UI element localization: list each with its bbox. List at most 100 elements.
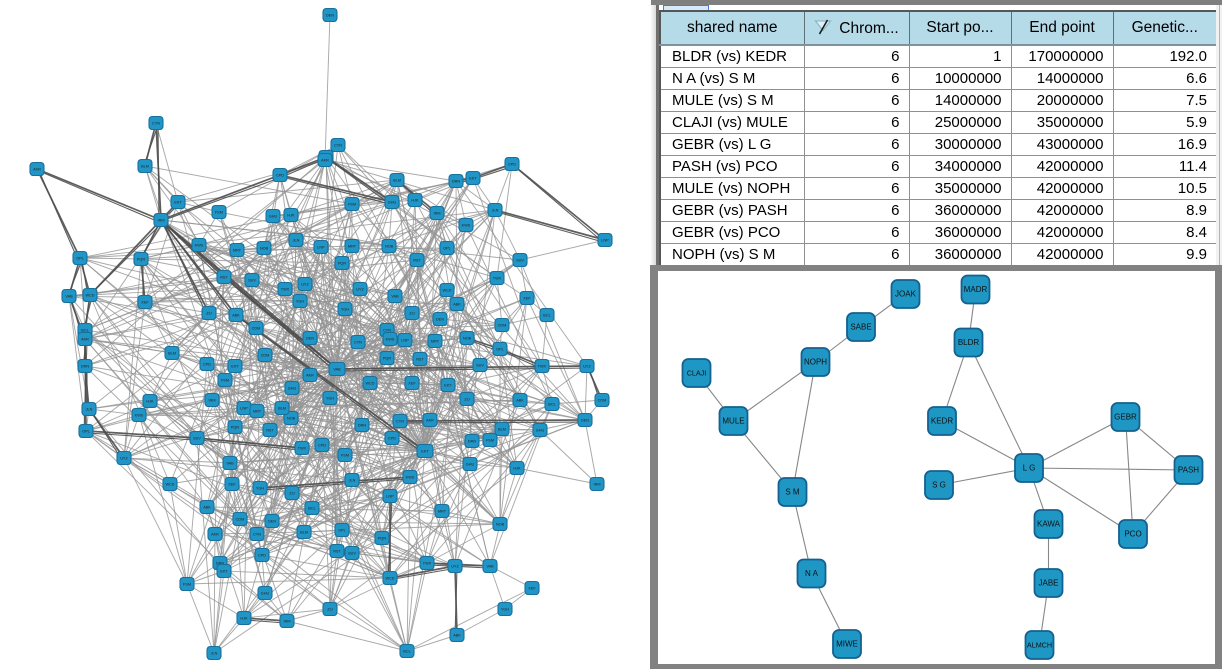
svg-text:GHU: GHU [261,592,270,596]
svg-text:IRM: IRM [284,620,291,624]
svg-text:FSM: FSM [348,203,356,207]
svg-text:YGH: YGH [501,608,509,612]
svg-text:DRN: DRN [81,365,89,369]
svg-text:HJK: HJK [513,467,521,471]
svg-text:SUV: SUV [193,437,201,441]
svg-text:GHU: GHU [466,463,475,467]
svg-text:DRN: DRN [468,440,476,444]
svg-text:OPL: OPL [82,430,90,434]
svg-text:DEN: DEN [581,419,589,423]
svg-text:ABK: ABK [203,506,211,510]
svg-text:JOAK: JOAK [895,290,917,299]
svg-text:OPL: OPL [443,247,451,251]
svg-text:KEDR: KEDR [931,417,953,426]
svg-text:VAB: VAB [65,295,73,299]
svg-text:SUV: SUV [248,279,256,283]
svg-text:LNP: LNP [317,246,325,250]
svg-text:TWX: TWX [538,365,547,369]
svg-text:EKT: EKT [174,201,182,205]
svg-text:CPD: CPD [203,363,211,367]
svg-text:JLN: JLN [293,239,300,243]
svg-text:MRT: MRT [431,340,440,344]
svg-text:CPD: CPD [258,554,266,558]
svg-text:BLM: BLM [300,531,308,535]
svg-text:VAB: VAB [333,368,341,372]
svg-text:GEBR: GEBR [1114,413,1137,422]
svg-text:EKT: EKT [469,177,477,181]
svg-text:YGH: YGH [326,397,334,401]
svg-text:DEN: DEN [306,337,314,341]
svg-text:TWX: TWX [298,447,307,451]
svg-text:CPD: CPD [508,163,516,167]
svg-text:GHU: GHU [388,201,397,205]
svg-text:CYN: CYN [383,329,391,333]
svg-text:SABE: SABE [850,323,871,332]
svg-text:PQR: PQR [383,357,391,361]
svg-text:CLAJI: CLAJI [687,369,707,378]
svg-text:RST: RST [266,429,274,433]
svg-text:JLN: JLN [349,479,356,483]
svg-text:DRN: DRN [358,424,366,428]
svg-text:ALMCH: ALMCH [1027,641,1052,650]
svg-text:IRM: IRM [158,219,165,223]
svg-text:GHU: GHU [536,429,545,433]
svg-text:BLM: BLM [168,352,176,356]
svg-text:LNP: LNP [401,339,409,343]
svg-text:TWX: TWX [493,277,502,281]
svg-text:FSM: FSM [215,211,223,215]
svg-text:EKT: EKT [444,384,452,388]
svg-text:LNP: LNP [601,239,609,243]
svg-text:UYZ: UYZ [120,457,128,461]
svg-text:MRT: MRT [438,510,447,514]
svg-text:S M: S M [785,488,800,497]
svg-text:BLM: BLM [393,179,401,183]
svg-text:CPD: CPD [388,437,396,441]
svg-text:ZIJ: ZIJ [289,492,294,496]
svg-text:DRN: DRN [452,180,460,184]
svg-text:JLN: JLN [492,209,499,213]
svg-text:UYZ: UYZ [356,288,364,292]
svg-text:AKR: AKR [33,168,41,172]
svg-text:EKT: EKT [220,570,228,574]
svg-text:IRM: IRM [434,212,441,216]
svg-text:N A: N A [805,569,819,578]
svg-text:DEN: DEN [436,318,444,322]
svg-text:EKT: EKT [231,365,239,369]
svg-text:ZIJ: ZIJ [464,398,469,402]
svg-text:CDM: CDM [261,354,270,358]
svg-text:FSM: FSM [341,454,349,458]
svg-text:LNP: LNP [240,407,248,411]
svg-text:BLM: BLM [498,428,506,432]
svg-text:PQR: PQR [378,537,386,541]
svg-text:KWS: KWS [462,224,471,228]
svg-text:BLDR: BLDR [958,338,980,347]
svg-text:CPD: CPD [276,174,284,178]
svg-text:IRM: IRM [209,399,216,403]
svg-text:CYN: CYN [253,533,261,537]
svg-text:FSM: FSM [221,379,229,383]
svg-text:PQR: PQR [137,258,145,262]
svg-text:EKT: EKT [421,450,429,454]
svg-text:UYZ: UYZ [451,565,459,569]
svg-text:ZIJ: ZIJ [409,312,414,316]
svg-text:BCL: BCL [81,329,88,333]
svg-text:KWS: KWS [406,476,415,480]
svg-text:CYN: CYN [354,341,362,345]
svg-text:WCD: WCD [85,294,94,298]
svg-text:AKR: AKR [426,419,434,423]
svg-text:DRN: DRN [216,562,224,566]
svg-text:MRT: MRT [233,249,242,253]
svg-text:BCL: BCL [543,314,550,318]
svg-text:BLM: BLM [141,165,149,169]
svg-text:MULE: MULE [722,417,744,426]
svg-text:NOB: NOB [260,247,269,251]
svg-text:BLM: BLM [278,407,286,411]
svg-text:XEF: XEF [528,587,536,591]
svg-text:MIWE: MIWE [836,640,858,649]
svg-text:ABK: ABK [232,314,240,318]
svg-text:JLN: JLN [86,408,93,412]
svg-text:WCD: WCD [442,289,451,293]
svg-text:KWS: KWS [195,244,204,248]
svg-text:AKR: AKR [81,338,89,342]
svg-text:HJK: HJK [146,400,154,404]
